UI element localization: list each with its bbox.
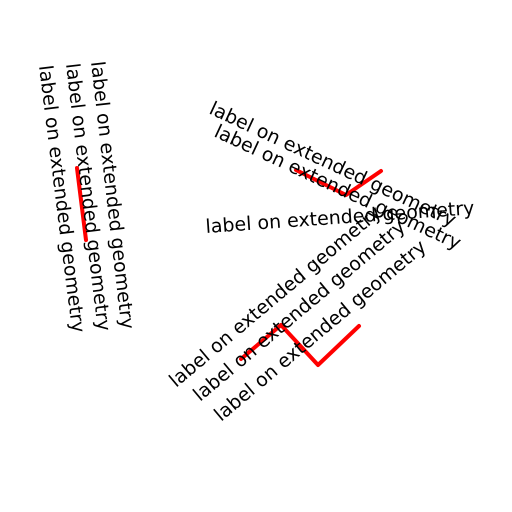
zigzag-line-geometry bbox=[239, 323, 361, 367]
v-shape-line-geometry bbox=[294, 168, 383, 197]
vertical-line-geometry bbox=[75, 166, 88, 242]
zigzag-line-label: label on extended geometry bbox=[189, 216, 410, 406]
